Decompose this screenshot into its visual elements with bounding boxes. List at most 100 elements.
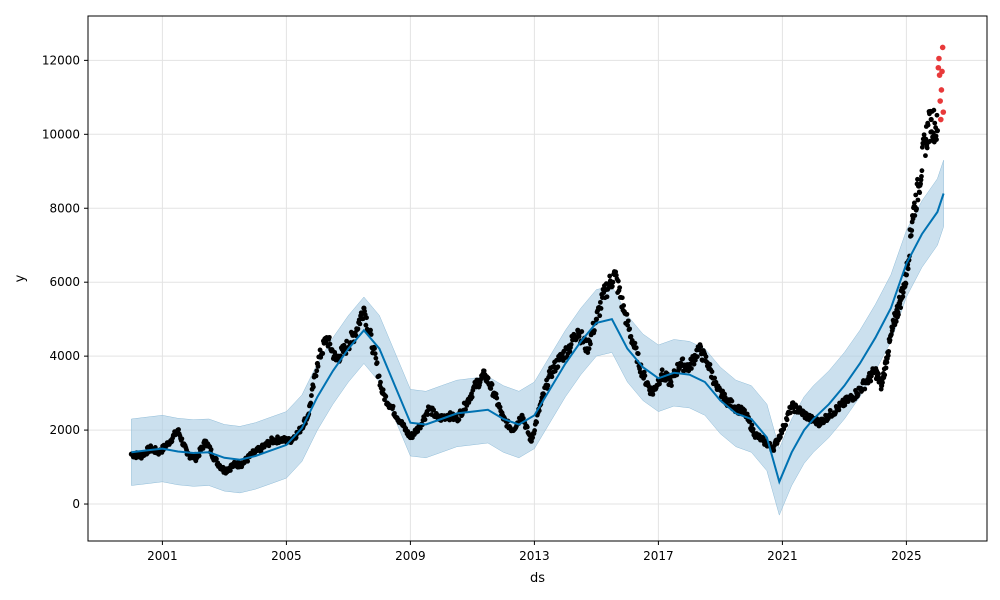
observed-point [887,337,893,343]
observed-point [497,404,503,410]
observed-point [568,342,574,347]
observed-point [650,392,656,397]
observed-point [610,279,616,285]
observed-point [488,386,494,391]
observed-point [712,375,718,381]
grid [88,16,987,541]
outlier-point [937,98,943,104]
observed-point [915,176,920,182]
observed-point [597,313,603,319]
observed-point [933,133,939,139]
observed-point [607,273,613,279]
observed-point [750,426,756,432]
observed-point [208,447,214,452]
observed-point [628,333,634,339]
observed-point [621,303,627,308]
observed-point [680,356,686,362]
observed-point [383,394,389,399]
observed-point [609,283,615,289]
observed-point [885,353,891,359]
forecast-line-layer [131,193,945,485]
observed-point [742,407,747,413]
observed-point [380,387,386,393]
x-tick-label: 2021 [767,549,798,563]
observed-point [900,290,906,295]
observed-point [919,174,924,179]
observed-point [669,383,674,388]
observed-point [882,372,888,378]
outlier-point [940,109,947,115]
observed-point [494,395,500,401]
observed-point [214,456,219,462]
y-tick-label: 0 [72,497,80,511]
observed-point [374,360,380,366]
observed-point [787,410,793,416]
observed-point [905,266,911,272]
observed-point [659,367,665,373]
observed-point [893,319,899,324]
observed-point [890,325,896,331]
observed-point [425,412,431,418]
observed-point [779,430,785,436]
observed-point [633,345,639,351]
observed-point [868,378,874,384]
x-tick-label: 2005 [271,549,302,563]
observed-point [598,306,604,311]
observed-point [309,393,314,398]
observed-point [931,107,937,113]
observed-point [357,321,363,327]
observed-point [372,346,377,351]
observed-point [196,453,202,459]
observed-point [632,340,638,346]
observed-point [912,213,918,218]
observed-point [667,377,673,382]
observed-point [489,382,495,387]
observed-point [917,190,923,196]
observed-point [635,351,641,357]
observed-point [545,383,551,388]
observed-point [368,327,373,333]
observed-point [431,407,437,413]
observed-point [878,386,884,392]
observed-point [619,295,625,301]
observed-point [327,341,333,347]
observed-point [624,311,630,317]
observed-point [390,403,396,409]
observed-point [308,400,314,406]
observed-point [524,424,530,430]
observed-point [576,334,582,339]
observed-point [921,132,927,138]
observed-point [884,359,890,365]
observed-point [898,305,904,311]
y-tick-label: 8000 [49,201,80,215]
observed-point [883,365,889,371]
observed-point [880,380,885,385]
observed-point [783,422,789,428]
observed-point [585,350,591,355]
observed-point [933,125,939,130]
y-tick-label: 4000 [49,349,80,363]
observed-point [925,122,931,128]
observed-point [227,468,233,473]
observed-point [909,228,915,233]
y-axis-title: y [13,274,28,282]
observed-point [555,364,561,370]
observed-point [534,419,540,425]
observed-point [469,394,475,400]
observed-point [245,458,251,464]
observed-point [320,351,326,356]
observed-point [886,349,892,354]
x-tick-label: 2013 [519,549,550,563]
observed-point [355,326,361,332]
observed-point [625,322,631,328]
observed-point [456,417,462,423]
observed-point [913,192,919,198]
observed-point [855,392,861,397]
observed-point [642,373,648,379]
observed-point [923,153,928,159]
observed-point [934,137,939,142]
observed-point [694,354,700,360]
observed-point [833,410,838,416]
observed-point [862,386,868,392]
